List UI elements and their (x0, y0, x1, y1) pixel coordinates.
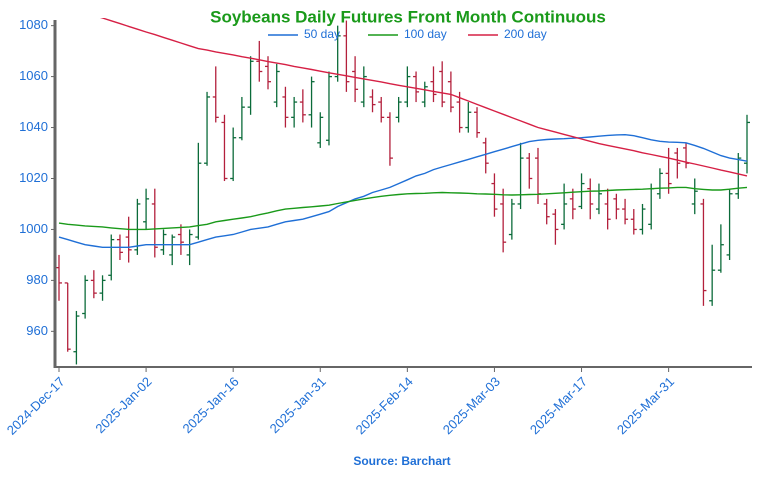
moving-average-line (58, 133, 748, 248)
x-tick-label: 2025-Mar-17 (527, 374, 590, 437)
chart-title: Soybeans Daily Futures Front Month Conti… (210, 7, 606, 26)
x-tick-label: 2025-Jan-16 (180, 374, 242, 436)
moving-average-line (58, 186, 748, 231)
x-tick-label: 2025-Mar-31 (614, 374, 677, 437)
legend-label: 200 day (504, 27, 547, 41)
legend-label: 50 day (304, 27, 340, 41)
source: Source: Barchart (353, 454, 450, 468)
x-tick-label: 2025-Jan-02 (92, 374, 154, 436)
y-tick-label: 980 (26, 272, 48, 287)
y-tick-label: 1060 (19, 68, 48, 83)
legend-label: 100 day (404, 27, 447, 41)
x-tick-label: 2025-Jan-31 (267, 374, 329, 436)
y-tick-label: 1020 (19, 170, 48, 185)
y-tick-label: 960 (26, 323, 48, 338)
x-tick-label: 2024-Dec-17 (4, 374, 68, 438)
x-tick-label: 2025-Mar-03 (440, 374, 503, 437)
x-tick-label: 2025-Feb-14 (353, 374, 416, 437)
moving-average-line (99, 18, 748, 177)
y-tick-label: 1040 (19, 119, 48, 134)
y-tick-label: 1080 (19, 17, 48, 32)
y-tick-label: 1000 (19, 221, 48, 236)
plot-area (56, 18, 750, 365)
